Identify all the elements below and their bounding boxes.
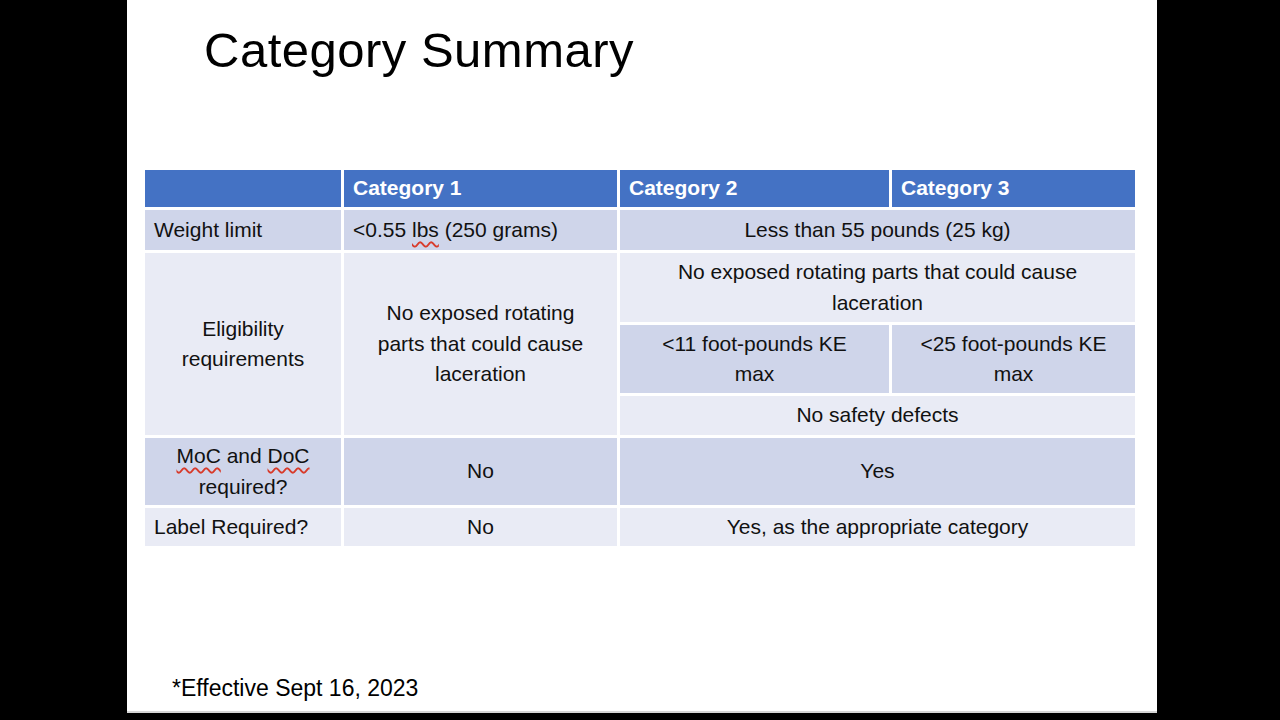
header-cell-category-3: Category 3 (891, 169, 1137, 209)
effective-date-footnote: *Effective Sept 16, 2023 (172, 675, 418, 702)
text-fragment: required? (199, 475, 288, 498)
label-required-row: Label Required? No Yes, as the appropria… (144, 507, 1137, 548)
slide-title: Category Summary (204, 22, 634, 78)
letterbox-background: { "slide": { "title": "Category Summary"… (0, 0, 1280, 720)
eligibility-cat2-3-rotating-parts: No exposed rotating parts that could cau… (619, 252, 1137, 324)
label-required-cat1: No (343, 507, 619, 548)
moc-doc-label: MoC and DoC required? (144, 437, 343, 507)
misspelled-word: lbs (412, 218, 439, 241)
moc-doc-cat2-3: Yes (619, 437, 1137, 507)
text-fragment: <0.55 (353, 218, 412, 241)
eligibility-cat3-ke: <25 foot-pounds KE max (891, 324, 1137, 395)
category-summary-table: Category 1 Category 2 Category 3 Weight … (142, 167, 1138, 549)
header-row: Category 1 Category 2 Category 3 (144, 169, 1137, 209)
weight-limit-label: Weight limit (144, 209, 343, 252)
header-cell-category-2: Category 2 (619, 169, 891, 209)
eligibility-row-top: Eligibility requirements No exposed rota… (144, 252, 1137, 324)
moc-doc-row: MoC and DoC required? No Yes (144, 437, 1137, 507)
label-required-cat2-3: Yes, as the appropriate category (619, 507, 1137, 548)
text-fragment: (250 grams) (439, 218, 558, 241)
weight-limit-row: Weight limit <0.55 lbs (250 grams) Less … (144, 209, 1137, 252)
eligibility-cat2-ke: <11 foot-pounds KE max (619, 324, 891, 395)
eligibility-label: Eligibility requirements (144, 252, 343, 437)
header-cell-category-1: Category 1 (343, 169, 619, 209)
header-cell-blank (144, 169, 343, 209)
moc-doc-cat1: No (343, 437, 619, 507)
eligibility-cat2-3-safety-defects: No safety defects (619, 395, 1137, 437)
weight-limit-cat2-3: Less than 55 pounds (25 kg) (619, 209, 1137, 252)
label-required-label: Label Required? (144, 507, 343, 548)
weight-limit-cat1: <0.55 lbs (250 grams) (343, 209, 619, 252)
eligibility-cat1: No exposed rotating parts that could cau… (343, 252, 619, 437)
presentation-slide: Category Summary Category 1 Category 2 C… (127, 0, 1157, 713)
text-fragment: and (221, 444, 268, 467)
misspelled-word: DoC (268, 444, 310, 467)
misspelled-word: MoC (176, 444, 220, 467)
